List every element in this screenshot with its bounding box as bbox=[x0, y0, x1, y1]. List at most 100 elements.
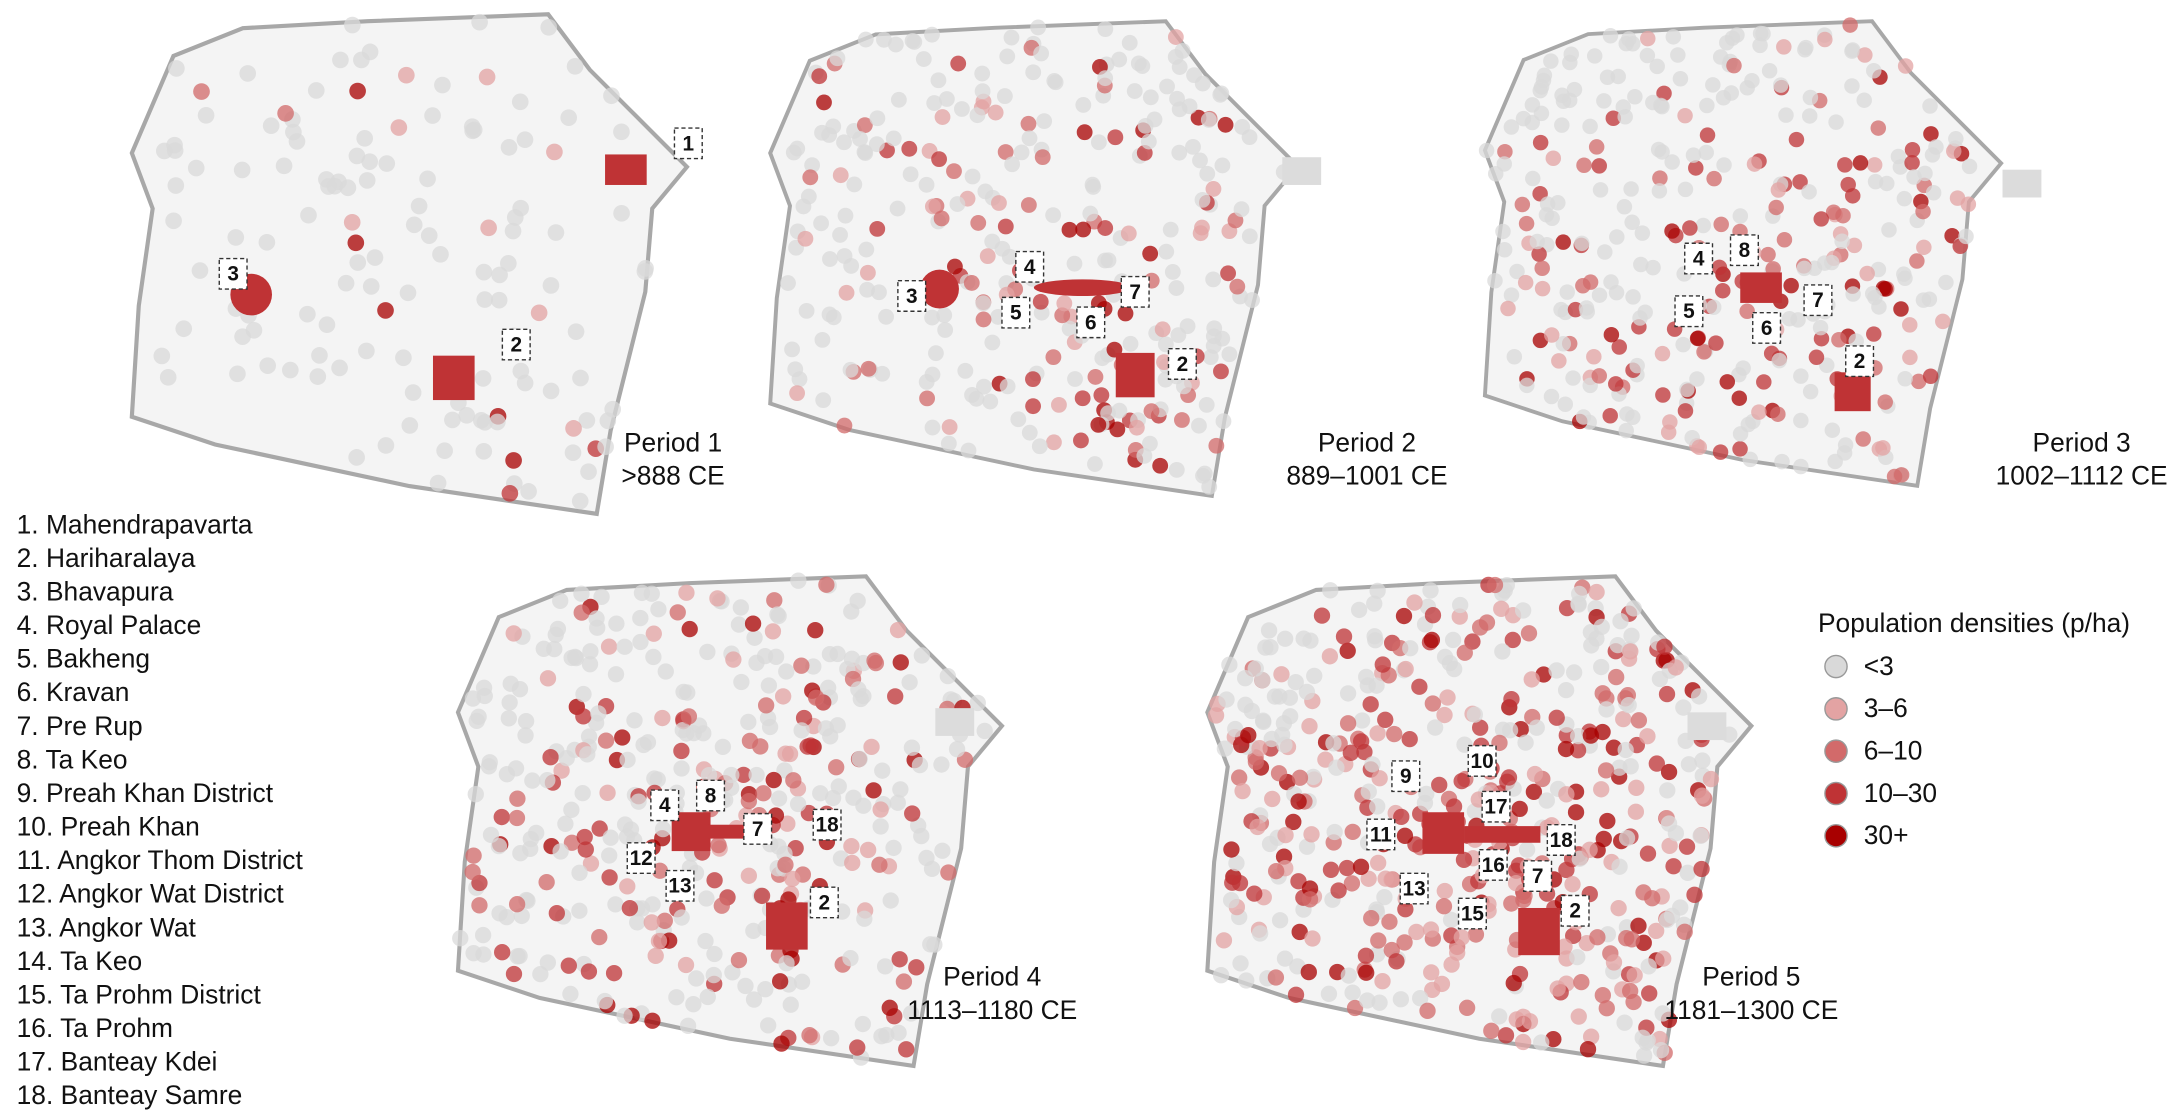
settlement-dot bbox=[159, 368, 177, 386]
settlement-dot bbox=[233, 161, 251, 179]
settlement-dot bbox=[1835, 207, 1851, 224]
settlement-dot bbox=[458, 407, 476, 424]
settlement-dot bbox=[399, 284, 417, 302]
settlement-dot bbox=[1793, 458, 1809, 475]
settlement-dot bbox=[1158, 243, 1175, 260]
settlement-dot bbox=[560, 109, 578, 126]
settlement-dot bbox=[410, 197, 428, 215]
period-title: Period 1 bbox=[624, 427, 722, 457]
settlement-dot bbox=[1677, 403, 1694, 419]
settlement-dot bbox=[511, 681, 529, 698]
settlement-dot bbox=[632, 609, 649, 627]
settlement-dot bbox=[668, 989, 685, 1006]
settlement-dot bbox=[760, 1017, 777, 1034]
settlement-dot bbox=[1534, 280, 1551, 297]
settlement-dot bbox=[1377, 711, 1394, 728]
settlement-dot bbox=[1624, 214, 1640, 231]
settlement-dot bbox=[424, 107, 441, 124]
settlement-dot bbox=[837, 207, 854, 224]
settlement-dot bbox=[1599, 812, 1616, 830]
settlement-dot bbox=[1867, 289, 1883, 306]
settlement-dot bbox=[1567, 804, 1585, 821]
site-label: 9 bbox=[1400, 765, 1412, 788]
settlement-dot bbox=[933, 756, 950, 773]
settlement-dot bbox=[1742, 451, 1758, 468]
settlement-dot bbox=[1802, 89, 1819, 106]
settlement-dot bbox=[1928, 139, 1944, 155]
settlement-dot bbox=[1529, 233, 1546, 250]
settlement-dot bbox=[1680, 756, 1698, 773]
settlement-dot bbox=[1494, 643, 1511, 660]
site-list-item: 15. Ta Prohm District bbox=[17, 979, 262, 1009]
settlement-dot bbox=[1162, 221, 1179, 238]
settlement-dot bbox=[1532, 134, 1549, 151]
settlement-dot bbox=[1602, 28, 1619, 44]
settlement-dot bbox=[476, 291, 494, 308]
settlement-dot bbox=[637, 260, 654, 277]
settlement-dot bbox=[614, 729, 631, 746]
settlement-dot bbox=[1634, 1029, 1651, 1046]
settlement-dot bbox=[950, 55, 967, 72]
settlement-dot bbox=[1021, 130, 1038, 147]
settlement-dot bbox=[650, 601, 667, 618]
settlement-dot bbox=[1619, 406, 1635, 422]
settlement-dot bbox=[1627, 88, 1643, 105]
settlement-dot bbox=[1616, 1014, 1633, 1031]
settlement-dot bbox=[1611, 339, 1627, 355]
settlement-dot bbox=[1208, 437, 1225, 454]
site-label-box bbox=[1546, 824, 1576, 856]
settlement-dot bbox=[1622, 758, 1639, 775]
settlement-dot bbox=[1558, 786, 1575, 803]
settlement-dot bbox=[1371, 994, 1388, 1011]
settlement-dot bbox=[1509, 263, 1525, 280]
settlement-dot bbox=[542, 382, 560, 400]
settlement-dot bbox=[843, 650, 861, 667]
settlement-dot bbox=[1857, 47, 1873, 63]
settlement-dot bbox=[508, 809, 526, 827]
settlement-dot bbox=[1478, 142, 1495, 159]
settlement-dot bbox=[475, 263, 493, 281]
settlement-dot bbox=[1533, 79, 1550, 95]
settlement-dot bbox=[626, 712, 643, 729]
settlement-dot bbox=[1739, 80, 1756, 96]
settlement-dot bbox=[468, 712, 485, 730]
settlement-dot bbox=[1111, 51, 1128, 68]
settlement-dot bbox=[1276, 736, 1293, 753]
settlement-dot bbox=[168, 60, 185, 77]
settlement-dot bbox=[974, 65, 991, 82]
settlement-dot bbox=[946, 163, 962, 180]
settlement-dot bbox=[1634, 225, 1651, 241]
settlement-dot bbox=[1925, 184, 1942, 201]
settlement-dot bbox=[601, 869, 618, 886]
settlement-dot bbox=[597, 732, 615, 749]
settlement-dot bbox=[1374, 973, 1391, 990]
settlement-dot bbox=[619, 878, 636, 895]
settlement-dot bbox=[1630, 917, 1647, 934]
settlement-dot bbox=[1667, 659, 1684, 676]
settlement-dot bbox=[1523, 671, 1540, 688]
settlement-dot bbox=[1073, 432, 1089, 449]
settlement-dot bbox=[1359, 992, 1376, 1009]
settlement-dot bbox=[275, 157, 293, 175]
period-dates: 889–1001 CE bbox=[1286, 461, 1447, 491]
settlement-dot bbox=[1326, 823, 1343, 841]
settlement-dot bbox=[829, 645, 846, 663]
settlement-dot bbox=[842, 361, 859, 378]
settlement-dot bbox=[562, 985, 579, 1003]
settlement-dot bbox=[1760, 246, 1776, 263]
site-label-box bbox=[673, 127, 703, 160]
settlement-dot bbox=[1867, 173, 1884, 190]
site-label: 17 bbox=[1484, 796, 1507, 819]
settlement-dot bbox=[1267, 969, 1285, 986]
site-label: 4 bbox=[1024, 256, 1036, 279]
settlement-dot bbox=[770, 790, 788, 807]
settlement-dot bbox=[1539, 196, 1556, 212]
settlement-dot bbox=[572, 369, 589, 387]
settlement-dot bbox=[1906, 169, 1922, 185]
settlement-dot bbox=[706, 872, 723, 889]
settlement-dot bbox=[1582, 1028, 1600, 1045]
site-label-box bbox=[1523, 860, 1553, 893]
settlement-dot bbox=[1570, 1008, 1587, 1025]
settlement-dot bbox=[1611, 858, 1628, 875]
settlement-dot bbox=[1300, 963, 1317, 981]
